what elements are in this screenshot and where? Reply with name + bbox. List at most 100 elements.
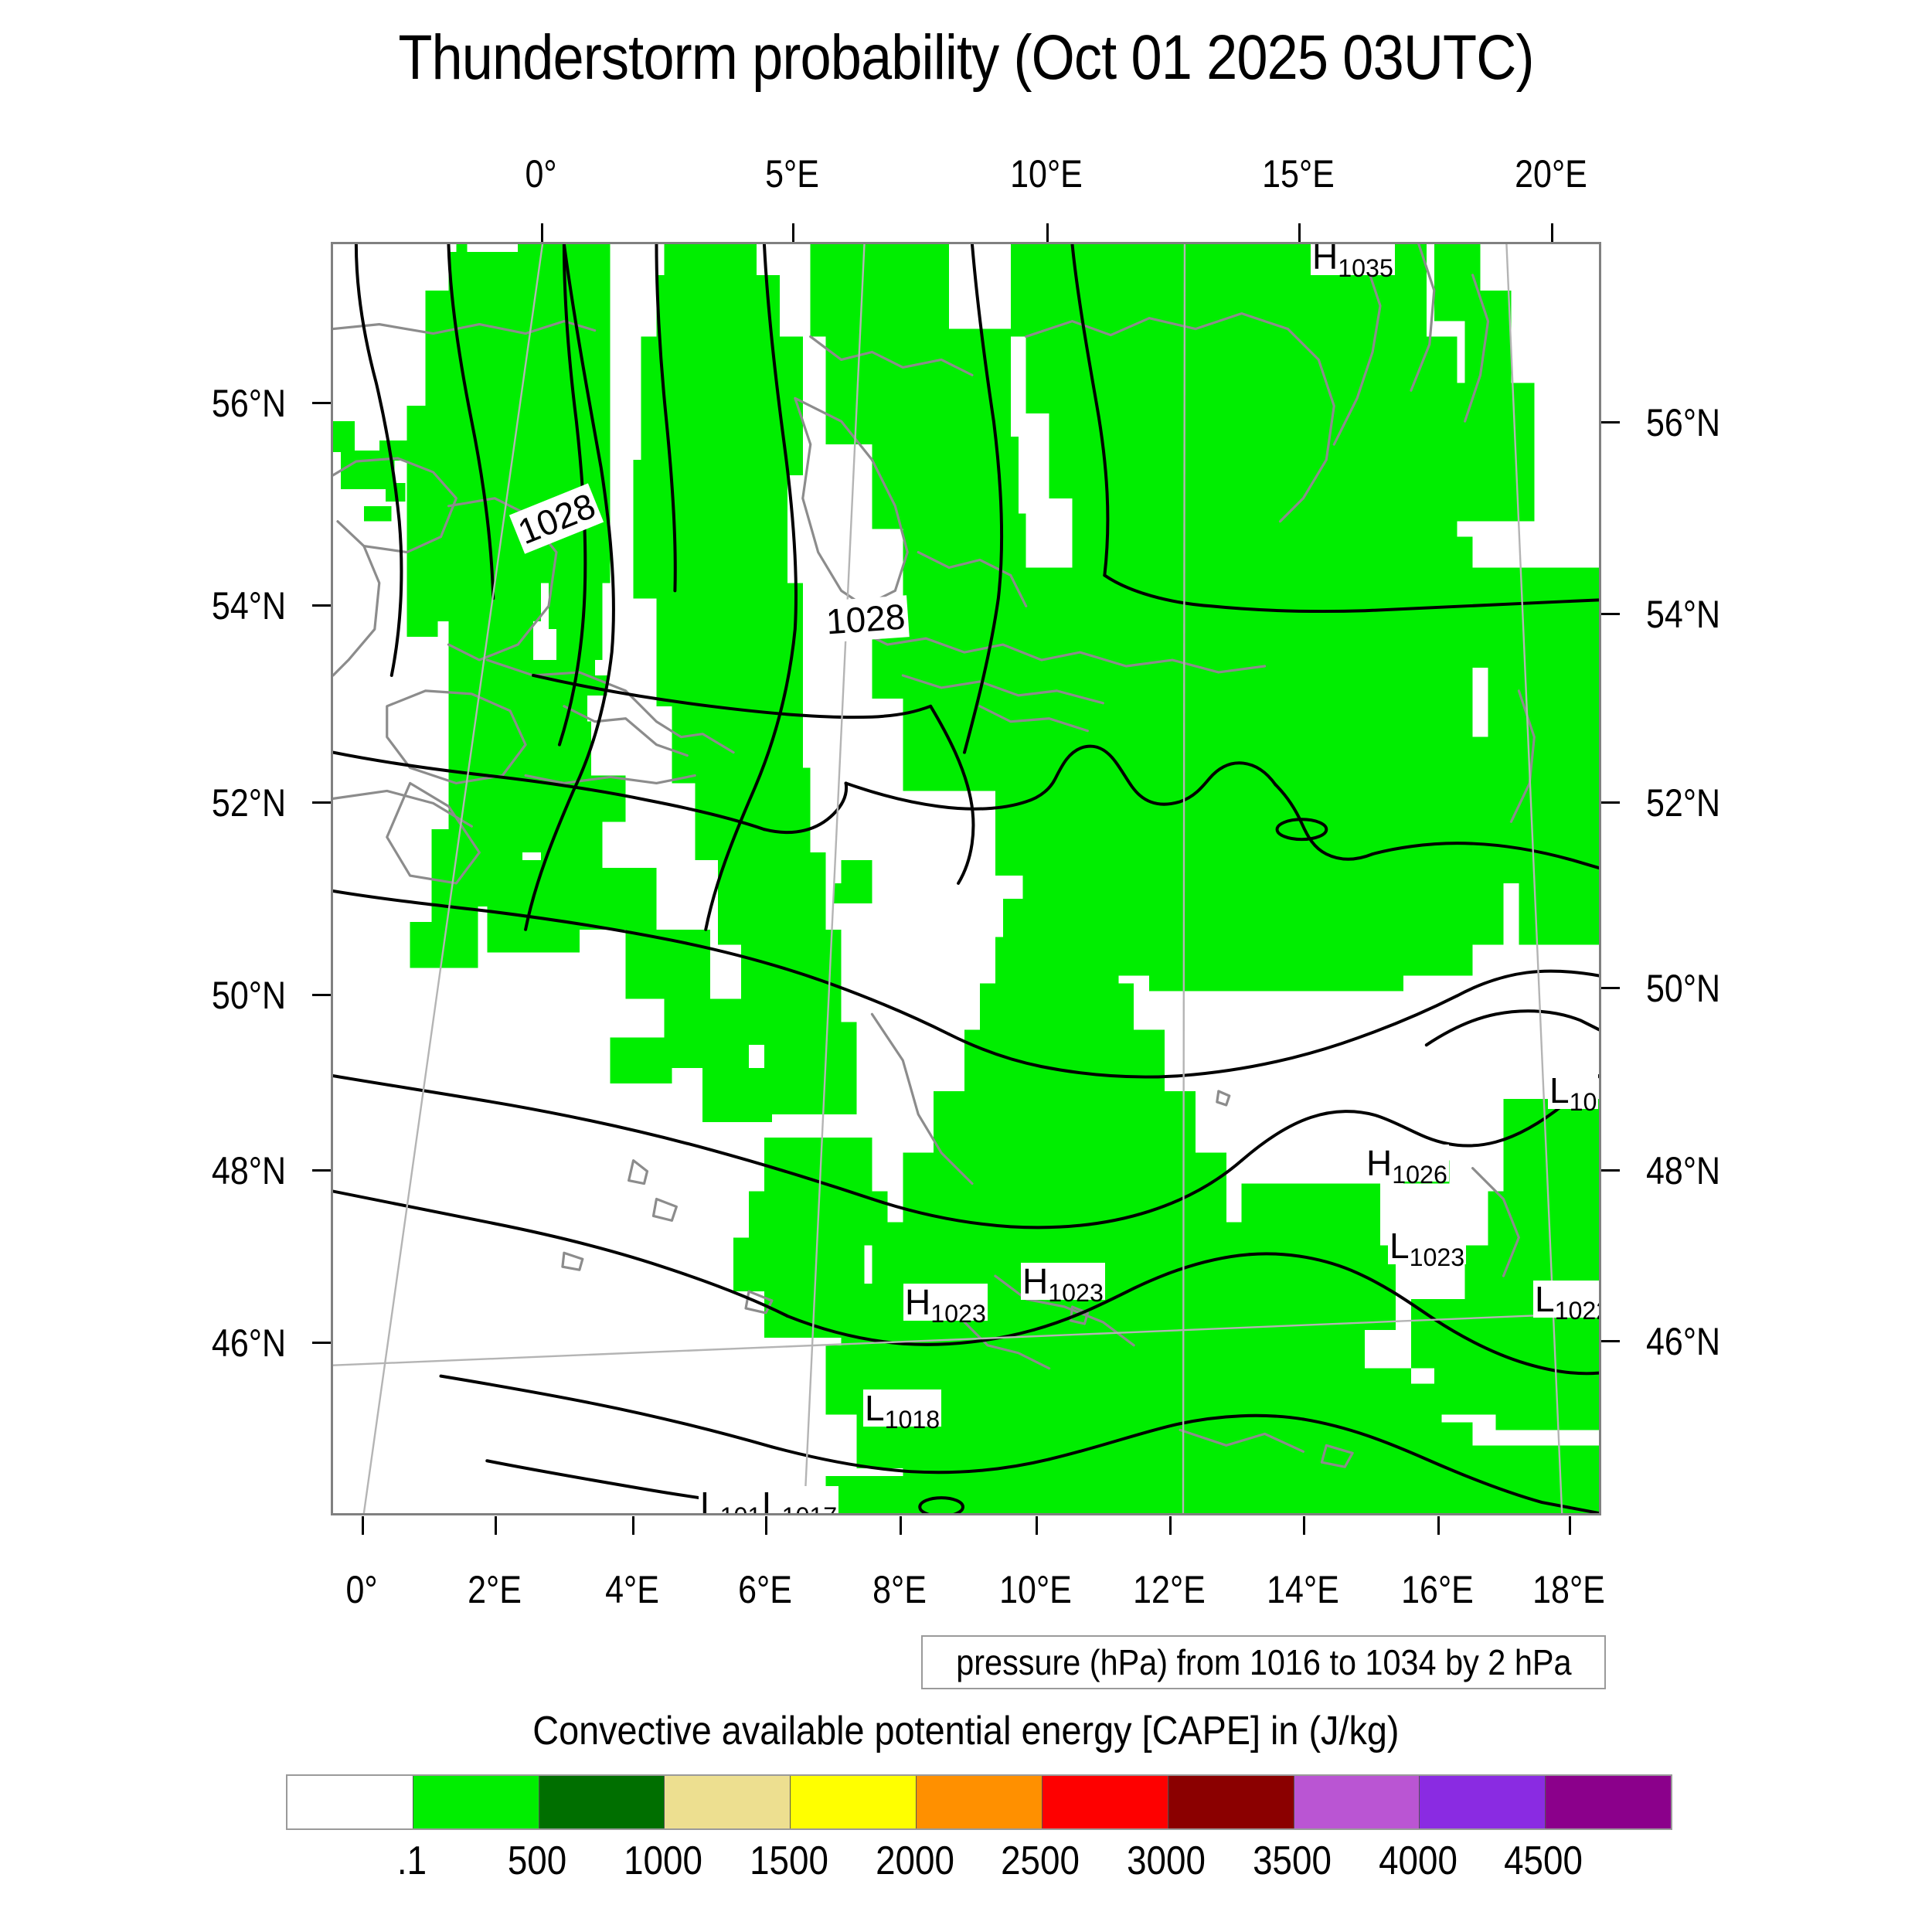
axis-label-right-48N: 48°N — [1646, 1149, 1721, 1192]
axis-tick-top — [792, 223, 794, 242]
axis-label-bottom-6: 12°E — [1133, 1568, 1206, 1611]
axis-tick-bottom — [765, 1516, 767, 1535]
axis-label-bottom-5: 10°E — [999, 1568, 1072, 1611]
colorbar-cell-7 — [1168, 1776, 1294, 1828]
axis-label-left-54N: 54°N — [211, 584, 286, 628]
axis-tick-top — [1551, 223, 1553, 242]
axis-tick-left — [312, 402, 331, 404]
colorbar-tick-1000: 1000 — [624, 1838, 703, 1883]
map-svg — [333, 244, 1599, 1513]
colorbar-cell-10 — [1546, 1776, 1671, 1828]
colorbar-cell-1 — [413, 1776, 539, 1828]
axis-label-right-54N: 54°N — [1646, 593, 1721, 636]
colorbar-tick-3500: 3500 — [1252, 1838, 1332, 1883]
pressure-center-H-1035: H1035 — [1311, 244, 1395, 281]
colorbar-cell-9 — [1420, 1776, 1546, 1828]
axis-label-bottom-9: 18°E — [1532, 1568, 1605, 1611]
axis-label-left-52N: 52°N — [211, 781, 286, 825]
axis-tick-bottom — [632, 1516, 634, 1535]
colorbar-tick-4500: 4500 — [1504, 1838, 1583, 1883]
axis-tick-right — [1601, 987, 1620, 989]
axis-label-left-48N: 48°N — [211, 1149, 286, 1192]
axis-label-right-56N: 56°N — [1646, 401, 1721, 444]
axis-label-bottom-0: 0° — [345, 1568, 378, 1611]
axis-tick-top — [541, 223, 543, 242]
colorbar-cell-2 — [539, 1776, 665, 1828]
axis-label-bottom-8: 16°E — [1401, 1568, 1474, 1611]
axis-tick-left — [312, 801, 331, 804]
cape-shading-layer — [333, 244, 1599, 1513]
axis-tick-left — [312, 1342, 331, 1344]
map-plot-area: 1028 1028 H1035 H1026 L1023 L10 L1022 H1… — [331, 242, 1601, 1515]
colorbar-cell-5 — [917, 1776, 1043, 1828]
axis-tick-top — [1298, 223, 1301, 242]
axis-label-right-46N: 46°N — [1646, 1320, 1721, 1363]
axis-label-bottom-2: 4°E — [605, 1568, 659, 1611]
axis-label-bottom-1: 2°E — [468, 1568, 522, 1611]
axis-label-left-46N: 46°N — [211, 1321, 286, 1365]
colorbar-title: Convective available potential energy [C… — [0, 1708, 1932, 1754]
axis-tick-bottom — [1437, 1516, 1440, 1535]
isobar-label: 1028 — [821, 595, 910, 643]
graticule-layer — [333, 244, 1599, 1513]
axis-tick-bottom — [1169, 1516, 1172, 1535]
colorbar-title-text: Convective available potential energy [C… — [532, 1709, 1400, 1753]
pressure-center-H-1026: H1026 — [1365, 1143, 1449, 1189]
axis-tick-bottom — [1569, 1516, 1571, 1535]
axis-label-bottom-3: 6°E — [738, 1568, 792, 1611]
axis-label-right-52N: 52°N — [1646, 781, 1721, 825]
pressure-center-L-10: L10 — [1548, 1070, 1599, 1116]
isobar-layer — [333, 244, 1599, 1513]
colorbar-tick-labels: .1 500 1000 1500 2000 2500 3000 3500 4000 4500 — [286, 1838, 1669, 1892]
axis-label-left-56N: 56°N — [211, 382, 286, 425]
colorbar — [286, 1774, 1672, 1830]
pressure-center-H-1023-west: H1023 — [903, 1282, 988, 1328]
colorbar-tick-2000: 2000 — [875, 1838, 954, 1883]
axis-label-bottom-4: 8°E — [872, 1568, 927, 1611]
axis-tick-bottom — [1036, 1516, 1038, 1535]
colorbar-tick-3000: 3000 — [1127, 1838, 1206, 1883]
axis-tick-bottom — [900, 1516, 902, 1535]
axis-label-top-0: 0° — [525, 152, 557, 196]
axis-tick-right — [1601, 421, 1620, 423]
colorbar-cell-0 — [287, 1776, 413, 1828]
colorbar-tick-500: 500 — [508, 1838, 567, 1883]
pressure-center-L-101: L101 — [699, 1486, 764, 1513]
axis-tick-bottom — [1303, 1516, 1305, 1535]
axis-tick-left — [312, 994, 331, 996]
colorbar-cell-3 — [665, 1776, 791, 1828]
colorbar-cell-6 — [1042, 1776, 1168, 1828]
axis-tick-bottom — [495, 1516, 497, 1535]
axis-label-left-50N: 50°N — [211, 974, 286, 1017]
coastline-layer — [333, 244, 1536, 1468]
pressure-center-L-1023: L1023 — [1388, 1226, 1467, 1271]
pressure-caption-box: pressure (hPa) from 1016 to 1034 by 2 hP… — [921, 1635, 1606, 1689]
colorbar-tick-.1: .1 — [396, 1838, 427, 1883]
pressure-caption-text: pressure (hPa) from 1016 to 1034 by 2 hP… — [955, 1642, 1572, 1682]
axis-tick-left — [312, 604, 331, 607]
axis-tick-right — [1601, 1169, 1620, 1172]
axis-label-top-1: 5°E — [765, 152, 819, 196]
axis-label-bottom-7: 14°E — [1267, 1568, 1339, 1611]
pressure-center-H-1023-east: H1023 — [1021, 1261, 1105, 1307]
axis-label-right-50N: 50°N — [1646, 967, 1721, 1010]
axis-tick-bottom — [362, 1516, 364, 1535]
pressure-center-L-1017: L1017 — [760, 1486, 839, 1513]
pressure-center-L-1022: L1022 — [1533, 1281, 1599, 1323]
colorbar-tick-4000: 4000 — [1378, 1838, 1458, 1883]
colorbar-tick-1500: 1500 — [750, 1838, 828, 1883]
axis-label-top-2: 10°E — [1010, 152, 1083, 196]
page-title: Thunderstorm probability (Oct 01 2025 03… — [398, 22, 1534, 93]
axis-label-top-4: 20°E — [1515, 152, 1587, 196]
axis-tick-right — [1601, 613, 1620, 615]
pressure-center-L-1018: L1018 — [863, 1388, 942, 1434]
axis-tick-top — [1046, 223, 1049, 242]
axis-tick-left — [312, 1169, 331, 1172]
axis-label-top-3: 15°E — [1262, 152, 1335, 196]
colorbar-cell-4 — [791, 1776, 917, 1828]
axis-tick-right — [1601, 801, 1620, 804]
colorbar-tick-2500: 2500 — [1001, 1838, 1080, 1883]
axis-tick-right — [1601, 1340, 1620, 1342]
colorbar-cell-8 — [1294, 1776, 1420, 1828]
